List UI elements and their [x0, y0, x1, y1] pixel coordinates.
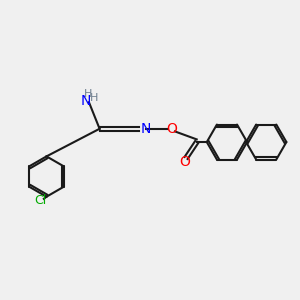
- Text: O: O: [180, 155, 190, 169]
- Text: N: N: [141, 122, 152, 136]
- Text: H: H: [84, 89, 92, 99]
- Text: O: O: [166, 122, 177, 136]
- Text: H: H: [90, 93, 98, 103]
- Text: N: N: [81, 94, 92, 108]
- Text: Cl: Cl: [34, 194, 46, 208]
